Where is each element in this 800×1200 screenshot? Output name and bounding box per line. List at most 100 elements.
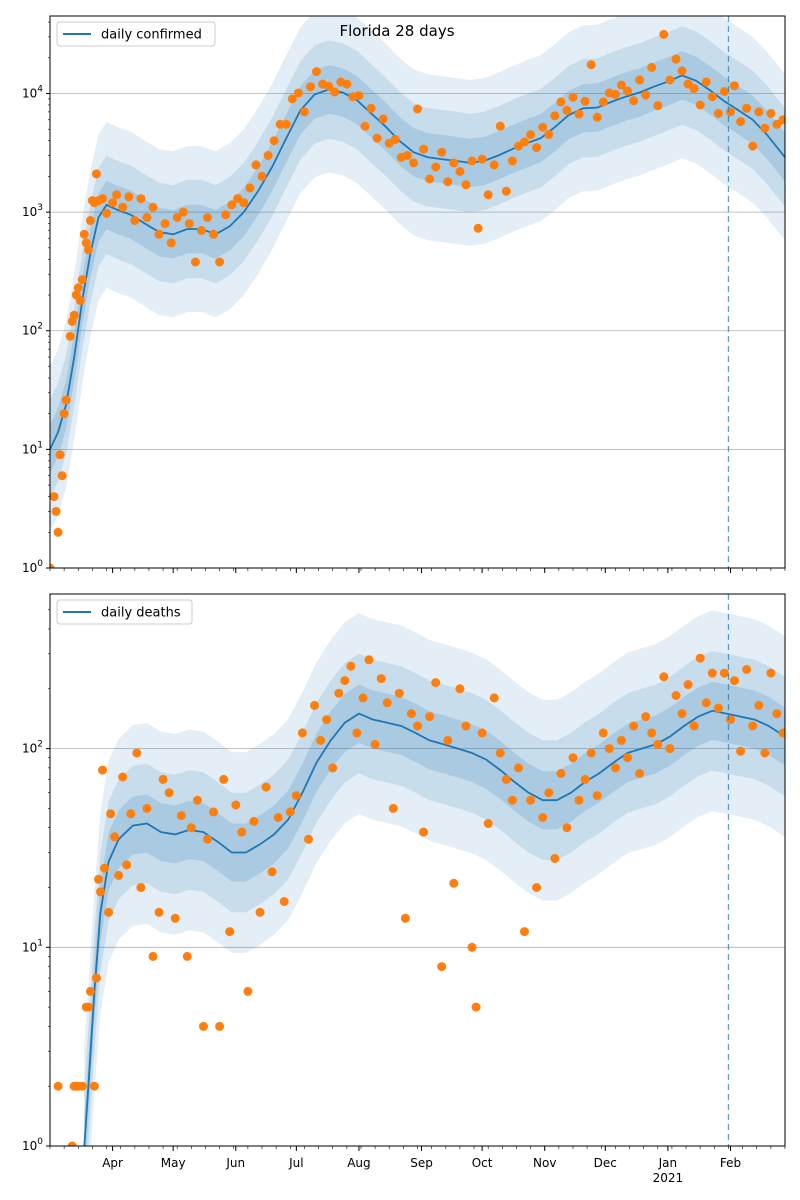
confirmed-observed-point — [592, 112, 602, 122]
confirmed-observed-point — [184, 219, 194, 229]
deaths-observed-point — [461, 721, 471, 731]
deaths-observed-point — [132, 748, 142, 758]
confirmed-observed-point — [455, 167, 465, 176]
confirmed-observed-point — [483, 190, 493, 200]
confirmed-observed-point — [580, 96, 590, 106]
deaths-observed-point — [406, 709, 416, 719]
confirmed-observed-point — [713, 108, 723, 118]
x-month-label: Aug — [347, 1156, 370, 1170]
x-month-label: Sep — [410, 1156, 433, 1170]
deaths-observed-point — [243, 986, 253, 996]
deaths-observed-point — [483, 819, 493, 828]
confirmed-observed-point — [629, 96, 639, 106]
confirmed-observed-point — [437, 147, 447, 157]
deaths-observed-point — [760, 748, 770, 758]
deaths-observed-point — [647, 728, 657, 738]
confirmed-legend-label: daily confirmed — [101, 28, 202, 43]
deaths-observed-point — [261, 782, 271, 792]
confirmed-observed-points — [50, 29, 785, 568]
deaths-observed-point — [219, 774, 229, 784]
confirmed-observed-point — [354, 91, 364, 101]
deaths-observed-point — [203, 834, 212, 844]
confirmed-observed-point — [112, 190, 122, 200]
deaths-observed-point — [53, 1081, 63, 1091]
deaths-observed-point — [526, 795, 536, 805]
confirmed-observed-point — [730, 81, 739, 91]
x-month-label: Nov — [533, 1156, 556, 1170]
deaths-observed-point — [489, 693, 499, 703]
confirmed-legend-box — [56, 21, 216, 47]
confirmed-observed-point — [425, 174, 435, 184]
x-month-label: Feb — [720, 1156, 741, 1170]
confirmed-model-line — [50, 74, 785, 450]
deaths-observed-point — [610, 763, 620, 773]
confirmed-observed-point — [695, 100, 705, 110]
deaths-observed-point — [255, 907, 265, 917]
confirmed-observed-point — [75, 296, 85, 305]
deaths-observed-point — [689, 721, 699, 731]
deaths-observed-point — [352, 728, 362, 738]
confirmed-observed-point — [390, 134, 400, 144]
confirmed-observed-point — [196, 226, 206, 235]
confirmed-observed-point — [378, 114, 388, 124]
confirmed-observed-point — [532, 143, 542, 153]
confirmed-series — [50, 74, 785, 450]
deaths-observed-point — [91, 973, 101, 983]
x-month-label: May — [161, 1156, 186, 1170]
deaths-observed-point — [110, 832, 120, 842]
deaths-observed-point — [514, 763, 523, 773]
confirmed-observed-point — [707, 92, 717, 102]
deaths-observed-point — [550, 854, 560, 863]
deaths-observed-point — [249, 816, 259, 826]
confirmed-observed-point — [166, 238, 176, 248]
confirmed-observed-point — [665, 75, 675, 85]
confirmed-observed-point — [431, 162, 441, 172]
deaths-observed-point — [713, 703, 723, 713]
confirmed-observed-point — [178, 207, 188, 217]
confirmed-observed-point — [366, 103, 376, 113]
deaths-observed-point — [623, 753, 632, 763]
confirmed-observed-point — [449, 158, 459, 168]
deaths-observed-point — [316, 735, 326, 745]
deaths-observed-point — [707, 668, 717, 678]
confirmed-observed-point — [754, 107, 764, 117]
figure-title: Florida 28 days — [339, 22, 454, 40]
deaths-observed-point — [443, 735, 453, 745]
deaths-observed-point — [186, 823, 196, 833]
deaths-observed-point — [237, 827, 247, 837]
confirmed-observed-point — [324, 81, 334, 91]
confirmed-observed-point — [495, 121, 505, 131]
confirmed-observed-point — [550, 111, 560, 121]
deaths-observed-point — [671, 691, 681, 700]
deaths-observed-point — [142, 803, 152, 813]
deaths-observed-point — [616, 735, 626, 745]
deaths-observed-point — [334, 688, 344, 698]
deaths-observed-point — [215, 1021, 225, 1031]
confirmed-band-1 — [50, 16, 785, 533]
confirmed-observed-point — [245, 183, 255, 193]
confirmed-observed-point — [372, 133, 382, 143]
confirmed-observed-point — [227, 200, 237, 210]
deaths-observed-point — [532, 883, 542, 892]
deaths-observed-point — [122, 860, 132, 870]
deaths-observed-point — [340, 676, 350, 686]
confirmed-observed-point — [467, 156, 477, 166]
deaths-legend: daily deaths — [56, 599, 193, 625]
confirmed-observed-point — [209, 229, 219, 239]
confirmed-observed-point — [98, 194, 107, 204]
deaths-observed-point — [231, 800, 241, 810]
confirmed-observed-point — [91, 169, 101, 179]
deaths-observed-point — [100, 863, 109, 873]
deaths-observed-point — [653, 739, 663, 749]
confirmed-grid — [50, 93, 785, 450]
deaths-observed-point — [592, 791, 602, 801]
deaths-observed-point — [225, 927, 235, 937]
deaths-observed-point — [192, 795, 202, 805]
confirmed-observed-point — [671, 54, 681, 64]
confirmed-observed-point — [689, 84, 699, 94]
deaths-observed-point — [89, 1081, 99, 1091]
confirmed-observed-point — [544, 130, 554, 140]
x-month-label: Jul — [288, 1156, 303, 1170]
